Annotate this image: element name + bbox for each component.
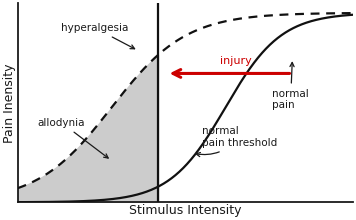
X-axis label: Stimulus Intensity: Stimulus Intensity — [129, 204, 241, 217]
Text: injury: injury — [220, 56, 252, 66]
Text: normal
pain threshold: normal pain threshold — [196, 126, 277, 157]
Text: hyperalgesia: hyperalgesia — [61, 23, 135, 49]
Text: normal
pain: normal pain — [272, 62, 309, 110]
Text: allodynia: allodynia — [38, 118, 108, 158]
Y-axis label: Pain Inensity: Pain Inensity — [3, 63, 16, 143]
